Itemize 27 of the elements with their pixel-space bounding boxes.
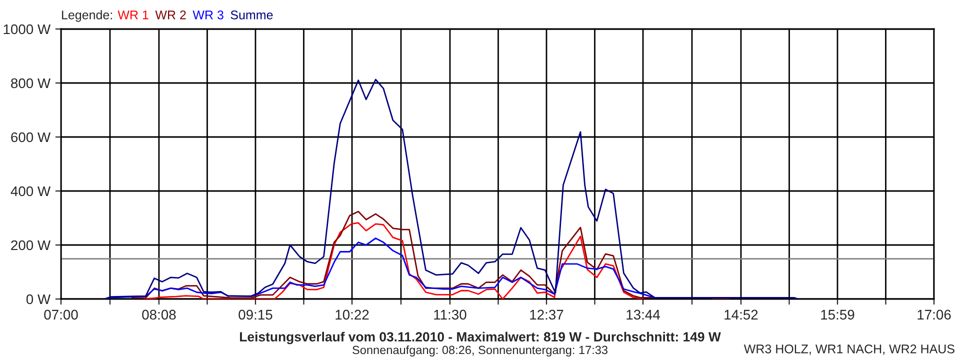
y-tick-label: 200 W [11,240,51,250]
x-tick-label: 14:52 [724,310,758,320]
x-tick-label: 10:22 [336,310,369,320]
x-tick-label: 12:37 [530,310,564,320]
y-tick-label: 600 W [11,132,51,142]
line-series [143,222,644,299]
x-tick-label: 13:44 [626,310,660,320]
y-tick-label: 0 W [26,294,51,304]
x-tick-label: 17:06 [918,310,951,320]
x-tick-label: 11:30 [434,310,466,320]
y-tick-label: 1000 W [4,24,51,34]
x-tick-label: 09:15 [238,310,272,320]
text: WR 1 [118,10,148,20]
x-tick-label: 08:08 [142,310,176,320]
x-tick-label: 15:59 [821,310,854,320]
text: Sonnenaufgang: 08:26, Sonnenuntergang: 17:33 [352,346,608,356]
y-tick-label: 400 W [10,186,51,196]
text: WR3 HOLZ, WR1 NACH, WR2 HAUS [744,344,954,355]
line-series [108,238,656,298]
x-tick-label: 07:00 [44,310,78,320]
text: WR 2 [155,10,186,20]
y-tick-label: 800 W [11,78,51,88]
text: WR 3 [192,10,224,20]
text: Leistungsverlauf vom 03.11.2010 - Maximalwert: 819 W - Durchschnitt: 149 W [240,332,721,344]
legend-title: Legende: [62,10,112,22]
line-series [104,78,799,299]
text: Summe [230,10,273,20]
